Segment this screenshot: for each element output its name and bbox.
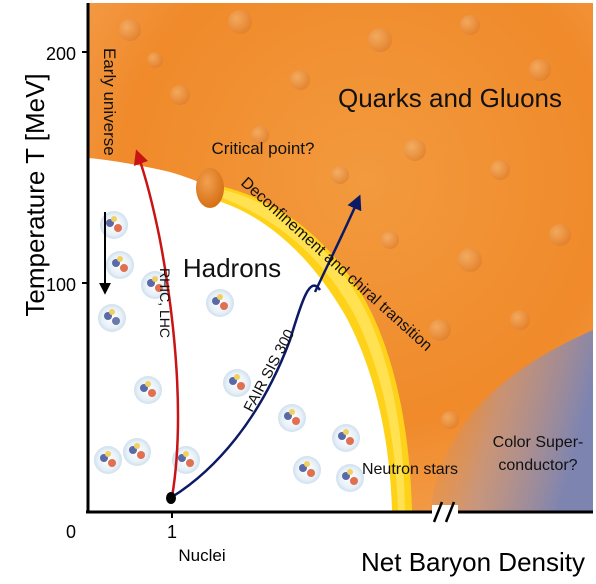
qgp-label: Quarks and Gluons <box>338 83 562 113</box>
fair-sis300-arrow <box>171 284 322 499</box>
quark-gluon-blobs <box>119 10 571 429</box>
fair-sis300-arrow-upper <box>313 194 362 293</box>
critical-point-marker <box>196 168 224 208</box>
color-superconductor-label-1: Color Super- <box>493 434 584 451</box>
hadrons-label: Hadrons <box>183 253 281 283</box>
y-axis-label: Temperature T [MeV] <box>20 73 50 316</box>
x-axis-label: Net Baryon Density <box>361 547 585 577</box>
qgp-region <box>88 3 593 511</box>
neutron-stars-label: Neutron stars <box>362 461 458 478</box>
y-tick-label-200: 200 <box>46 44 76 64</box>
nuclei-dot-icon <box>166 492 176 504</box>
axis-break <box>432 501 458 523</box>
x-tick-label-nuclei: Nuclei <box>178 546 225 565</box>
y-tick-label-0: 0 <box>66 522 76 542</box>
y-tick-label-100: 100 <box>46 275 76 295</box>
x-tick-label-1: 1 <box>167 522 177 542</box>
plot-area <box>88 3 593 511</box>
rhic-lhc-arrow <box>133 149 180 498</box>
color-superconductor-label-2: conductor? <box>498 457 577 474</box>
critical-point-label: Critical point? <box>212 139 315 158</box>
color-superconductor-region <box>430 330 593 511</box>
rhic-lhc-label: RHIC, LHC <box>157 268 173 338</box>
early-universe-label: Early universe <box>100 48 119 156</box>
hadron-clusters <box>94 211 364 492</box>
